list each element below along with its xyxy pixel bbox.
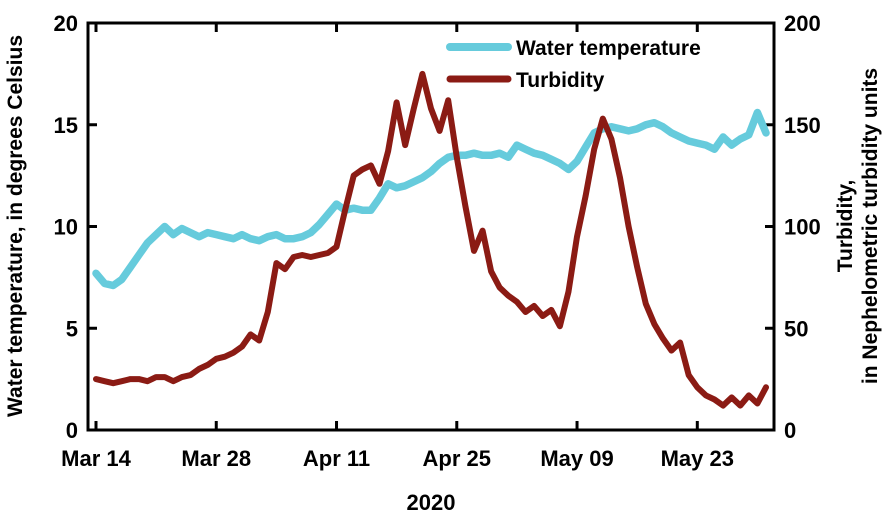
x-tick-label: May 09 [540, 446, 613, 471]
y-right-tick-label: 100 [784, 215, 821, 240]
y-left-tick-label: 15 [54, 113, 78, 138]
y-right-axis-title-line1: Turbidity, [834, 180, 857, 273]
x-tick-label: Apr 25 [423, 446, 491, 471]
water-temperature-line [92, 108, 770, 290]
x-tick-label: Mar 28 [181, 446, 251, 471]
y-left-tick-label: 5 [66, 316, 78, 341]
turbidity-line [93, 70, 769, 409]
x-tick-label: May 23 [661, 446, 734, 471]
legend: Water temperature Turbidity [446, 37, 701, 92]
x-tick-label: Apr 11 [303, 446, 370, 471]
y-left-tick-label: 10 [54, 215, 78, 240]
y-left-tick-label: 0 [66, 418, 78, 443]
x-axis-year-label: 2020 [407, 490, 456, 515]
x-tick-label: Mar 14 [61, 446, 131, 471]
y-right-axis-title-line2: in Nephelometric turbidity units [859, 68, 882, 384]
y-left-axis-title: Water temperature, in degrees Celsius [4, 35, 27, 417]
y-right-tick-label: 200 [784, 11, 821, 36]
legend-label-water-temperature: Water temperature [516, 37, 701, 60]
y-right-tick-label: 150 [784, 113, 821, 138]
legend-label-turbidity: Turbidity [516, 69, 605, 92]
plot-frame [86, 21, 776, 432]
y-left-tick-label: 20 [54, 11, 78, 36]
y-right-tick-label: 0 [784, 418, 796, 443]
y-right-tick-label: 50 [784, 316, 808, 341]
